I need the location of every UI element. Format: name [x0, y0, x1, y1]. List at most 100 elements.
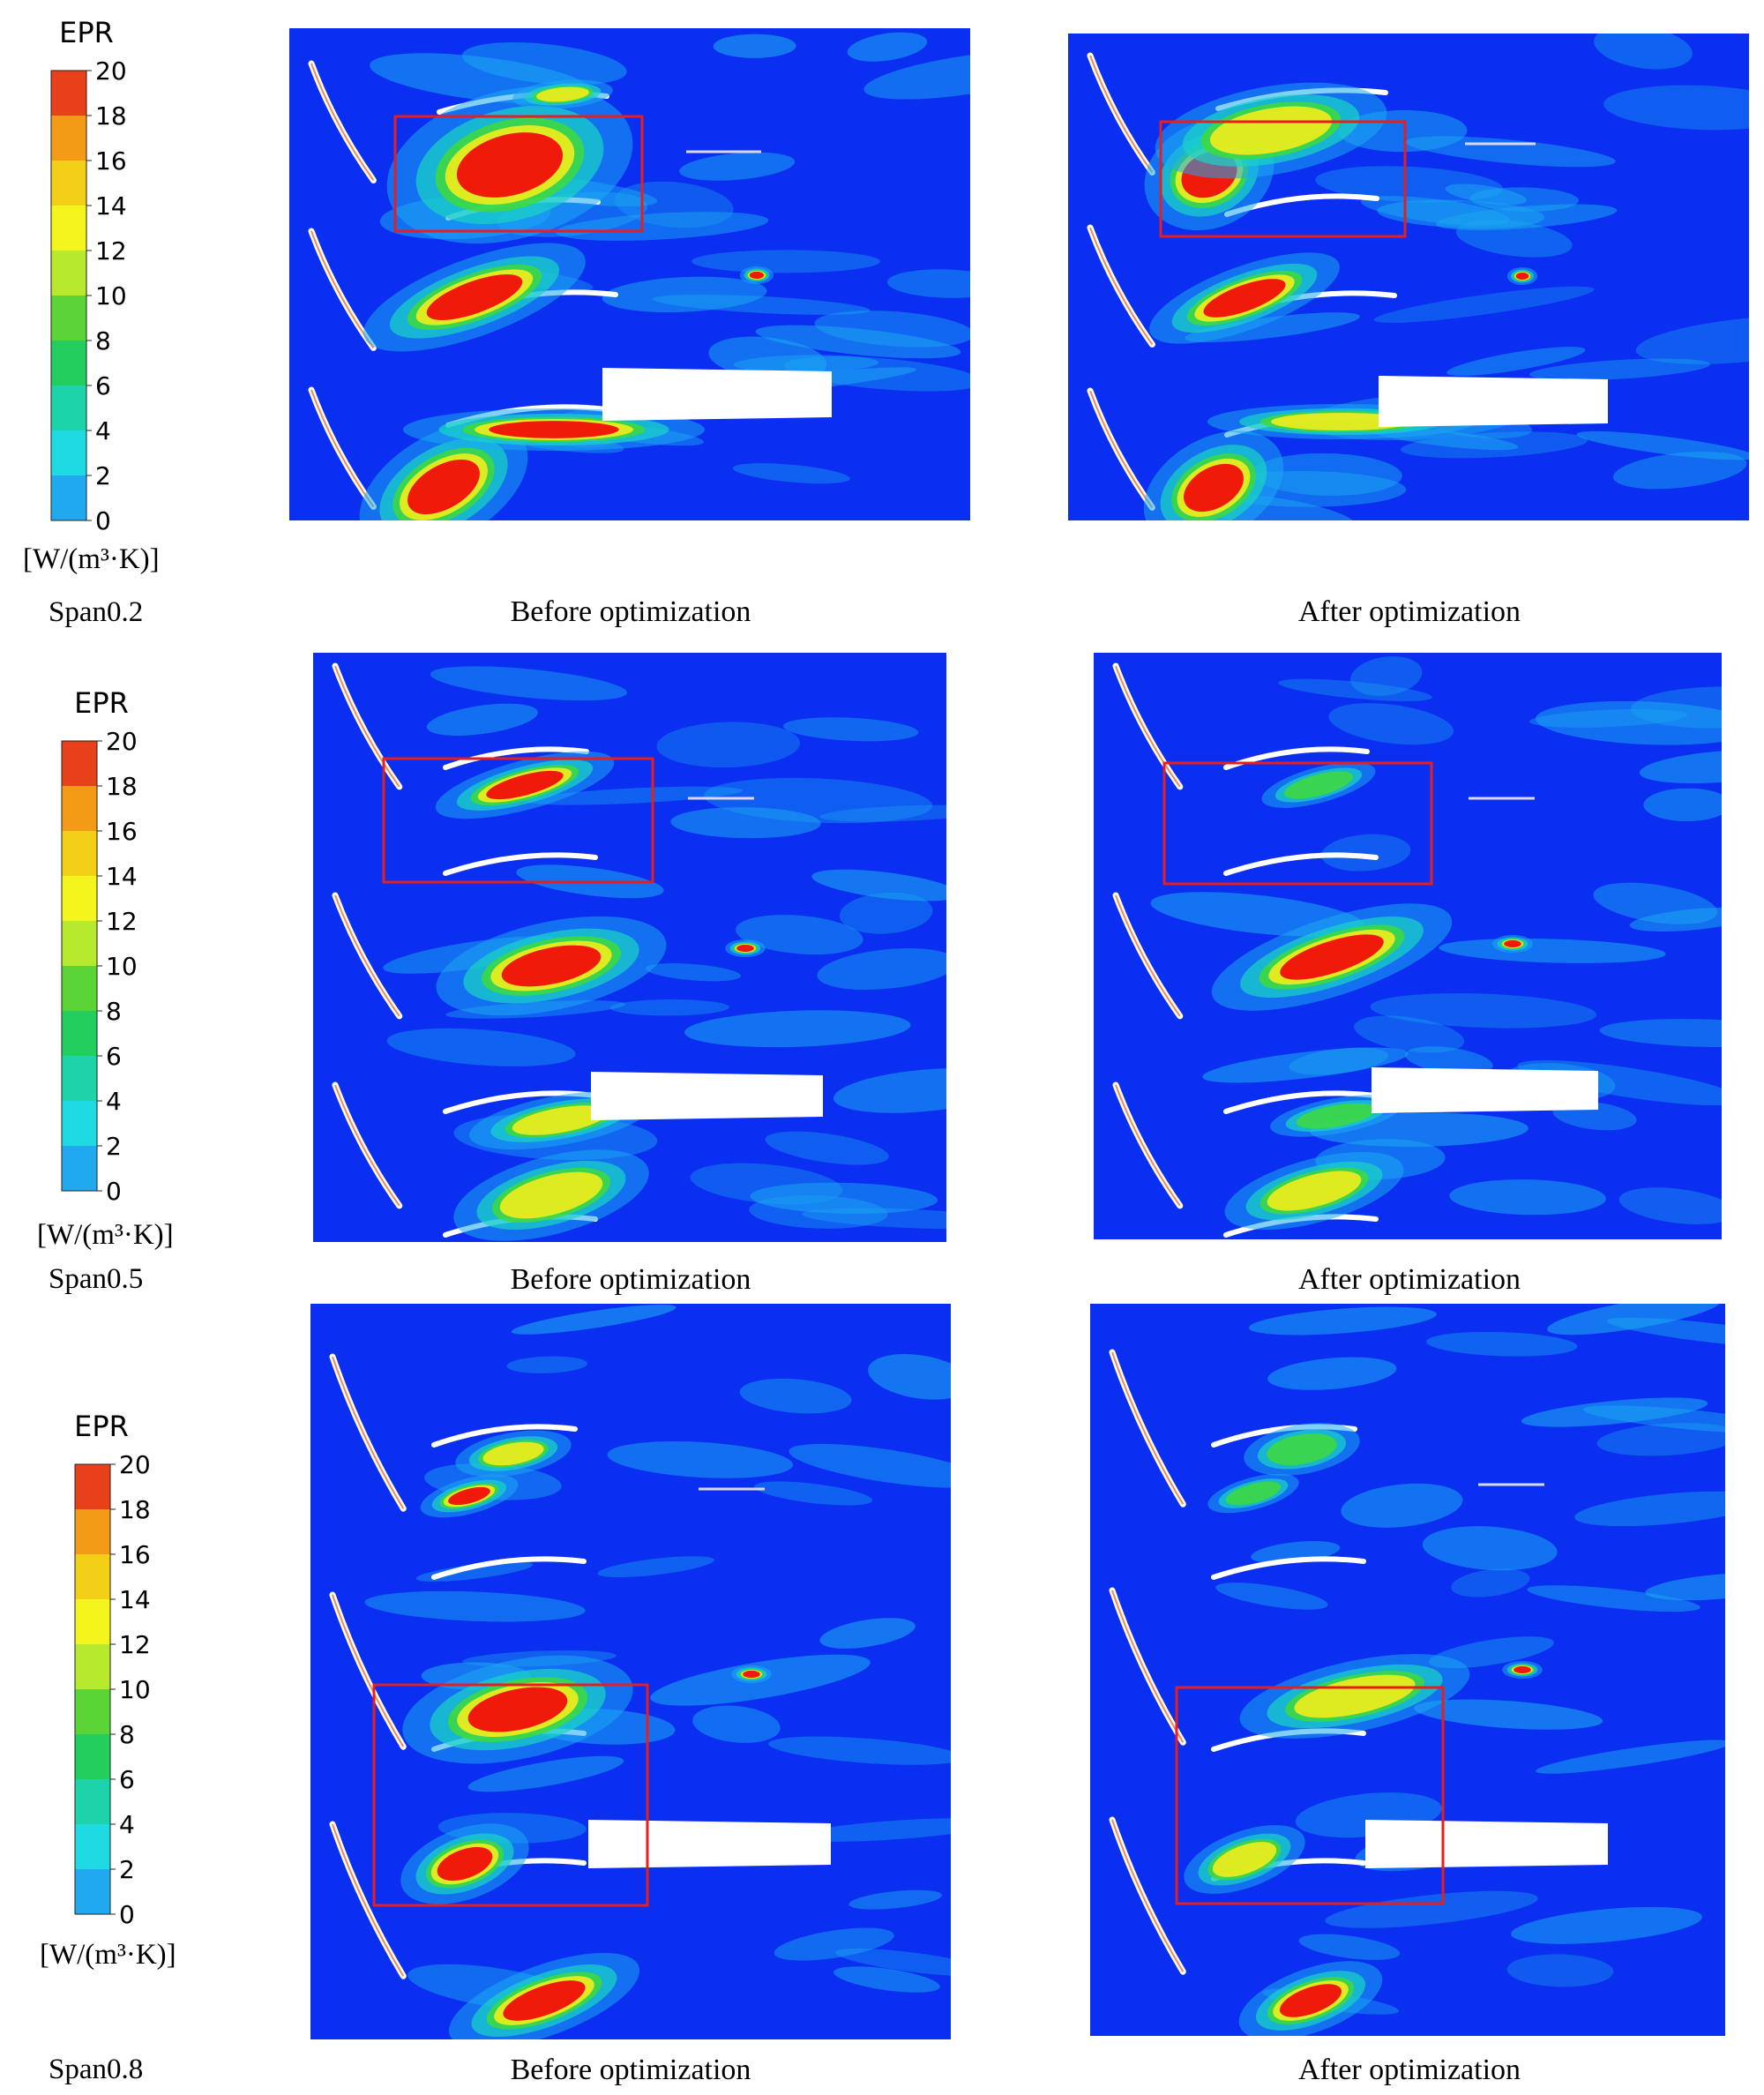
tick-label: 14 — [106, 862, 138, 891]
wake-streak — [1449, 1179, 1606, 1216]
legend-unit: [W/(m³·K)] — [23, 543, 160, 575]
wake-streak — [1593, 882, 1717, 924]
wake-streak — [1629, 907, 1722, 932]
peak-epr-region — [456, 132, 564, 198]
wake-streak — [1547, 1304, 1722, 1336]
wake-streak — [1298, 1934, 1401, 1960]
wake-streak — [739, 1378, 852, 1414]
peak-epr-region — [467, 1687, 568, 1732]
wake-streak — [691, 250, 880, 273]
tick-label: 20 — [119, 1450, 151, 1479]
row-span-0-2: EPR 20 18 16 14 12 10 8 6 4 2 0 [W/(m³·K)] Span0.2… — [0, 0, 1764, 635]
contour-after — [1090, 1304, 1725, 2036]
contour-before — [289, 28, 970, 520]
vane-profile — [431, 1424, 578, 1448]
wake-streak — [755, 325, 961, 359]
contour-layer — [332, 662, 946, 1241]
wake-streak — [1576, 430, 1749, 460]
wake-streak — [1455, 220, 1573, 258]
vane-profile — [443, 746, 589, 770]
color-band — [51, 71, 86, 116]
wake-streak — [1341, 1483, 1463, 1528]
tick-label: 6 — [119, 1765, 135, 1794]
wake-streak — [833, 1966, 940, 1993]
vane-profile — [431, 1556, 587, 1580]
tick-label: 18 — [95, 101, 127, 131]
wake-streak — [765, 1131, 889, 1165]
color-band — [75, 1509, 110, 1555]
wake-streak — [364, 1590, 586, 1622]
wake-streak — [1445, 183, 1527, 206]
wake-streak — [602, 276, 767, 313]
highlight-box — [372, 1683, 649, 1907]
vane-profile — [1223, 852, 1379, 876]
high-epr-region — [1296, 1103, 1377, 1129]
wake-streak — [386, 1028, 576, 1066]
tick-label: 0 — [106, 1177, 122, 1206]
caption-before: Before optimization — [510, 2054, 751, 2086]
highlight-box — [1159, 120, 1407, 238]
tick-label: 14 — [95, 191, 127, 221]
wake-streak — [1603, 85, 1749, 131]
tick-label: 4 — [119, 1810, 135, 1839]
wake-streak — [1405, 136, 1616, 168]
tick-label: 16 — [119, 1540, 151, 1569]
wake-streak — [732, 463, 850, 484]
wake-streak — [1215, 1582, 1328, 1610]
wake-streak — [750, 1182, 938, 1215]
tick-label: 18 — [106, 772, 138, 801]
wake-streak — [1325, 1890, 1538, 1928]
legend-title: EPR — [74, 686, 129, 720]
tick-label: 4 — [106, 1087, 122, 1116]
wake-streak — [817, 948, 946, 991]
blade-edge — [310, 389, 375, 508]
caption-before: Before optimization — [510, 595, 751, 628]
tick-label: 10 — [119, 1675, 151, 1704]
wake-streak — [1574, 1491, 1725, 1527]
tick-label: 12 — [119, 1630, 151, 1659]
wake-streak — [607, 1441, 794, 1478]
contour-after — [1068, 34, 1749, 520]
wake-streak — [1321, 834, 1411, 872]
color-band — [75, 1599, 110, 1645]
wake-streak — [1446, 347, 1586, 377]
color-band — [51, 475, 86, 521]
legend-title: EPR — [74, 1410, 129, 1443]
vane-profile — [443, 852, 598, 876]
wake-streak — [1527, 1585, 1700, 1612]
blade-edge — [1115, 1084, 1181, 1207]
color-band — [62, 741, 97, 787]
blade-edge — [1089, 55, 1154, 174]
color-band — [75, 1689, 110, 1735]
peak-epr-region — [1184, 463, 1244, 513]
wake-streak — [1428, 1636, 1554, 1669]
wake-streak — [754, 1481, 873, 1506]
wake-streak — [749, 1195, 888, 1229]
wake-streak — [1267, 1357, 1397, 1390]
blade-edge — [1115, 894, 1181, 1017]
tick-label: 4 — [95, 416, 111, 445]
wake-streak — [863, 50, 970, 100]
legend: EPR 20 18 16 14 12 10 8 6 4 2 0 [W/(m³·K)] — [40, 1410, 190, 1974]
tick-label: 0 — [95, 506, 111, 535]
high-epr-region — [1212, 1842, 1277, 1877]
wake-streak — [1469, 187, 1579, 212]
wake-streak — [733, 355, 879, 373]
wake-streak — [1529, 708, 1688, 728]
blade-edge — [334, 1084, 400, 1207]
caption-after: After optimization — [1297, 2054, 1521, 2086]
blade-edge — [332, 1356, 405, 1509]
wake-streak — [1422, 1526, 1558, 1571]
color-band — [51, 340, 86, 386]
wake-streak — [708, 336, 827, 381]
wake-streak — [597, 1556, 714, 1578]
wake-streak — [774, 1927, 894, 1961]
wake-streak — [1645, 1572, 1725, 1601]
blade-edge — [332, 1594, 405, 1747]
color-band — [62, 1011, 97, 1057]
color-band — [51, 116, 86, 161]
tick-label: 12 — [106, 907, 138, 936]
contour-after — [1094, 653, 1722, 1239]
contour-layer — [329, 1305, 951, 2039]
peak-epr-region — [501, 945, 602, 987]
